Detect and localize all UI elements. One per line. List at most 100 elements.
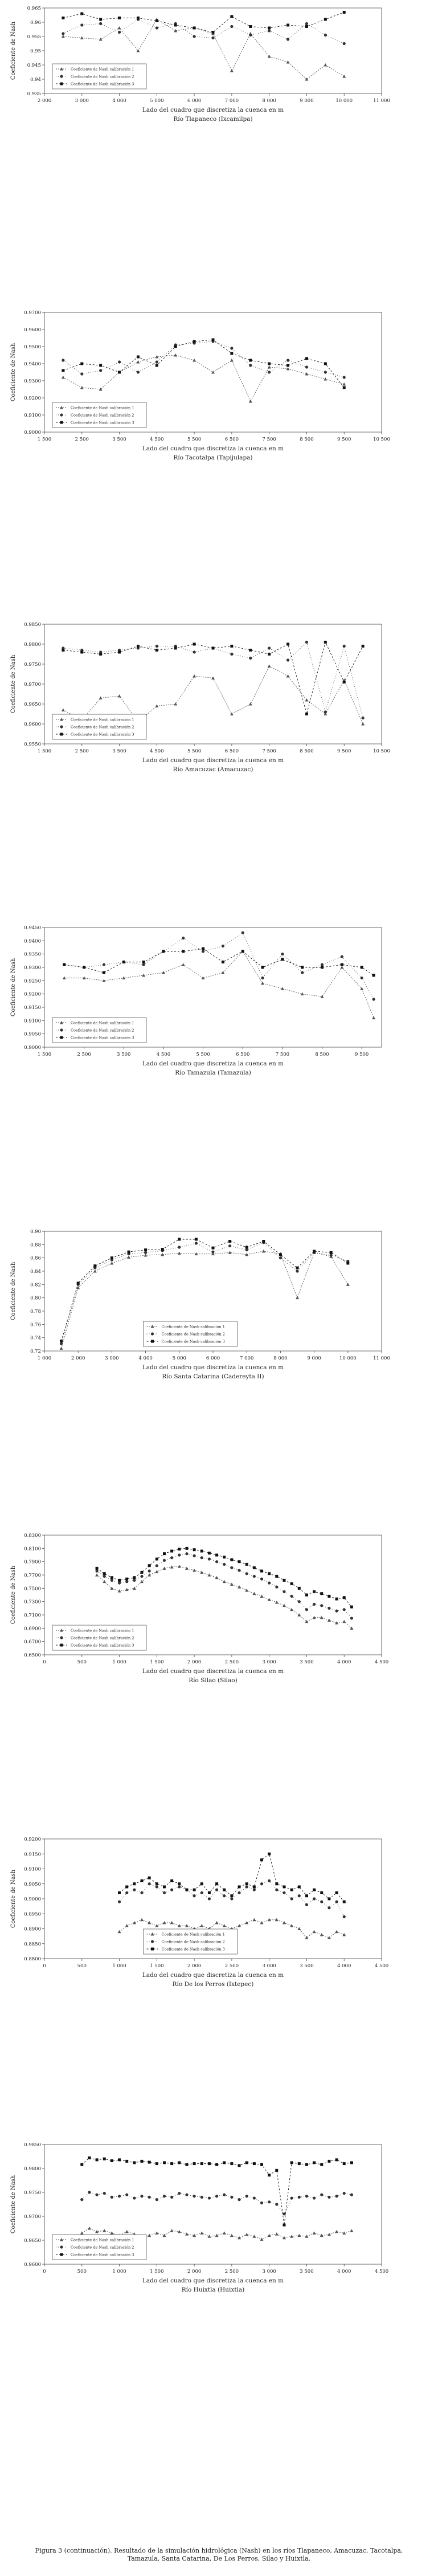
data-point-calibracion-1	[360, 987, 364, 990]
data-point-calibracion-1	[170, 1921, 174, 1924]
x-tick-label: 2 000	[187, 1963, 201, 1969]
data-point-calibracion-1	[140, 1918, 144, 1922]
data-point-calibracion-1	[59, 1346, 63, 1350]
data-point-calibracion-3	[283, 1578, 286, 1582]
data-point-calibracion-1	[286, 674, 290, 678]
data-point-calibracion-1	[95, 2229, 99, 2233]
data-point-calibracion-1	[185, 1566, 189, 1570]
data-point-calibracion-1	[312, 2231, 316, 2235]
data-point-calibracion-2	[252, 1574, 256, 1578]
data-point-calibracion-3	[174, 345, 177, 348]
data-point-calibracion-2	[99, 22, 103, 26]
data-point-calibracion-3	[140, 1570, 144, 1574]
data-point-calibracion-3	[118, 650, 121, 654]
data-point-calibracion-1	[148, 2233, 152, 2237]
data-point-calibracion-2	[230, 25, 234, 29]
data-point-calibracion-3	[99, 18, 103, 21]
data-point-calibracion-2	[215, 2195, 219, 2198]
legend-box	[52, 402, 147, 428]
data-point-calibracion-1	[230, 712, 234, 715]
data-point-calibracion-3	[305, 1894, 308, 1898]
y-tick-label: 0.9300	[24, 379, 41, 384]
data-point-calibracion-1	[207, 1573, 211, 1577]
data-point-calibracion-2	[260, 2201, 264, 2205]
data-point-calibracion-3	[324, 18, 327, 21]
data-point-calibracion-2	[148, 1882, 151, 1886]
data-point-calibracion-1	[228, 1251, 232, 1254]
x-tick-label: 10 000	[339, 1356, 357, 1361]
data-point-calibracion-1	[252, 1918, 256, 1922]
y-tick-label: 0.9800	[24, 642, 41, 648]
data-point-calibracion-2	[340, 955, 343, 958]
data-point-calibracion-3	[329, 1251, 333, 1254]
data-point-calibracion-1	[300, 992, 304, 996]
data-point-calibracion-1	[174, 353, 178, 357]
data-point-calibracion-3	[62, 17, 65, 19]
data-point-calibracion-1	[267, 365, 271, 369]
series-line-calibracion-3	[63, 12, 345, 32]
y-tick-label: 0.945	[27, 63, 41, 68]
data-point-calibracion-3	[155, 1882, 158, 1886]
x-tick-label: 3 000	[262, 2269, 276, 2274]
data-point-calibracion-1	[305, 698, 309, 702]
data-point-calibracion-3	[268, 653, 271, 656]
data-point-calibracion-2	[342, 42, 346, 46]
data-point-calibracion-3	[170, 1879, 174, 1882]
data-point-calibracion-2	[155, 360, 158, 364]
legend-label: Coeficiente de Nash calibración 1	[162, 1325, 225, 1329]
data-point-calibracion-2	[60, 1342, 63, 1345]
y-tick-label: 0.95	[30, 48, 41, 54]
legend-marker	[150, 1940, 154, 1943]
series-line-calibracion-2	[63, 641, 363, 718]
data-point-calibracion-2	[313, 1602, 316, 1606]
data-point-calibracion-1	[305, 1619, 309, 1623]
y-tick-label: 0.9000	[24, 1045, 41, 1051]
y-tick-label: 0.88	[30, 1242, 41, 1248]
data-point-calibracion-3	[223, 2161, 226, 2164]
data-point-calibracion-2	[286, 38, 290, 41]
data-point-calibracion-3	[296, 1266, 299, 1269]
legend-label: Coeficiente de Nash calibración 1	[71, 718, 134, 722]
x-tick-label: 1 500	[38, 1052, 51, 1057]
legend-marker	[151, 1340, 154, 1343]
data-point-calibracion-2	[342, 644, 346, 648]
data-point-calibracion-1	[207, 2235, 211, 2238]
data-point-calibracion-2	[155, 2198, 158, 2201]
data-point-calibracion-3	[286, 23, 290, 27]
data-point-calibracion-3	[249, 649, 252, 652]
data-point-calibracion-3	[185, 1547, 189, 1550]
data-point-calibracion-1	[117, 1930, 121, 1934]
data-point-calibracion-1	[267, 1918, 271, 1922]
legend-label: Coeficiente de Nash calibración 2	[71, 1028, 134, 1033]
y-axis-label: Coeficiente de Nash	[10, 343, 17, 401]
data-point-calibracion-1	[181, 963, 185, 966]
data-point-calibracion-3	[211, 338, 215, 341]
data-point-calibracion-2	[230, 652, 234, 656]
data-point-calibracion-1	[95, 1573, 99, 1577]
data-point-calibracion-3	[133, 2161, 136, 2164]
data-point-calibracion-1	[222, 1580, 226, 1584]
y-tick-label: 0.9600	[24, 327, 41, 333]
data-point-calibracion-3	[140, 2159, 144, 2163]
data-point-calibracion-1	[267, 1598, 271, 1601]
data-point-calibracion-3	[162, 1552, 166, 1556]
data-point-calibracion-1	[261, 982, 265, 985]
data-point-calibracion-3	[99, 364, 103, 367]
data-point-calibracion-1	[125, 2229, 129, 2233]
data-point-calibracion-2	[342, 376, 346, 379]
data-point-calibracion-2	[117, 2195, 121, 2198]
x-tick-label: 4 000	[112, 98, 126, 104]
legend-box	[52, 1017, 147, 1043]
data-point-calibracion-2	[201, 950, 205, 953]
data-point-calibracion-3	[125, 2159, 129, 2163]
data-point-calibracion-1	[297, 1613, 301, 1617]
x-tick-label: 2 500	[225, 1963, 239, 1969]
data-point-calibracion-1	[99, 696, 103, 699]
data-point-calibracion-3	[136, 355, 140, 359]
data-point-calibracion-3	[342, 2162, 346, 2166]
data-point-calibracion-2	[238, 2198, 241, 2201]
plot-frame	[44, 1535, 382, 1655]
data-point-calibracion-3	[297, 1586, 301, 1590]
legend-label: Coeficiente de Nash calibración 3	[71, 2253, 134, 2257]
data-point-calibracion-3	[193, 642, 196, 646]
